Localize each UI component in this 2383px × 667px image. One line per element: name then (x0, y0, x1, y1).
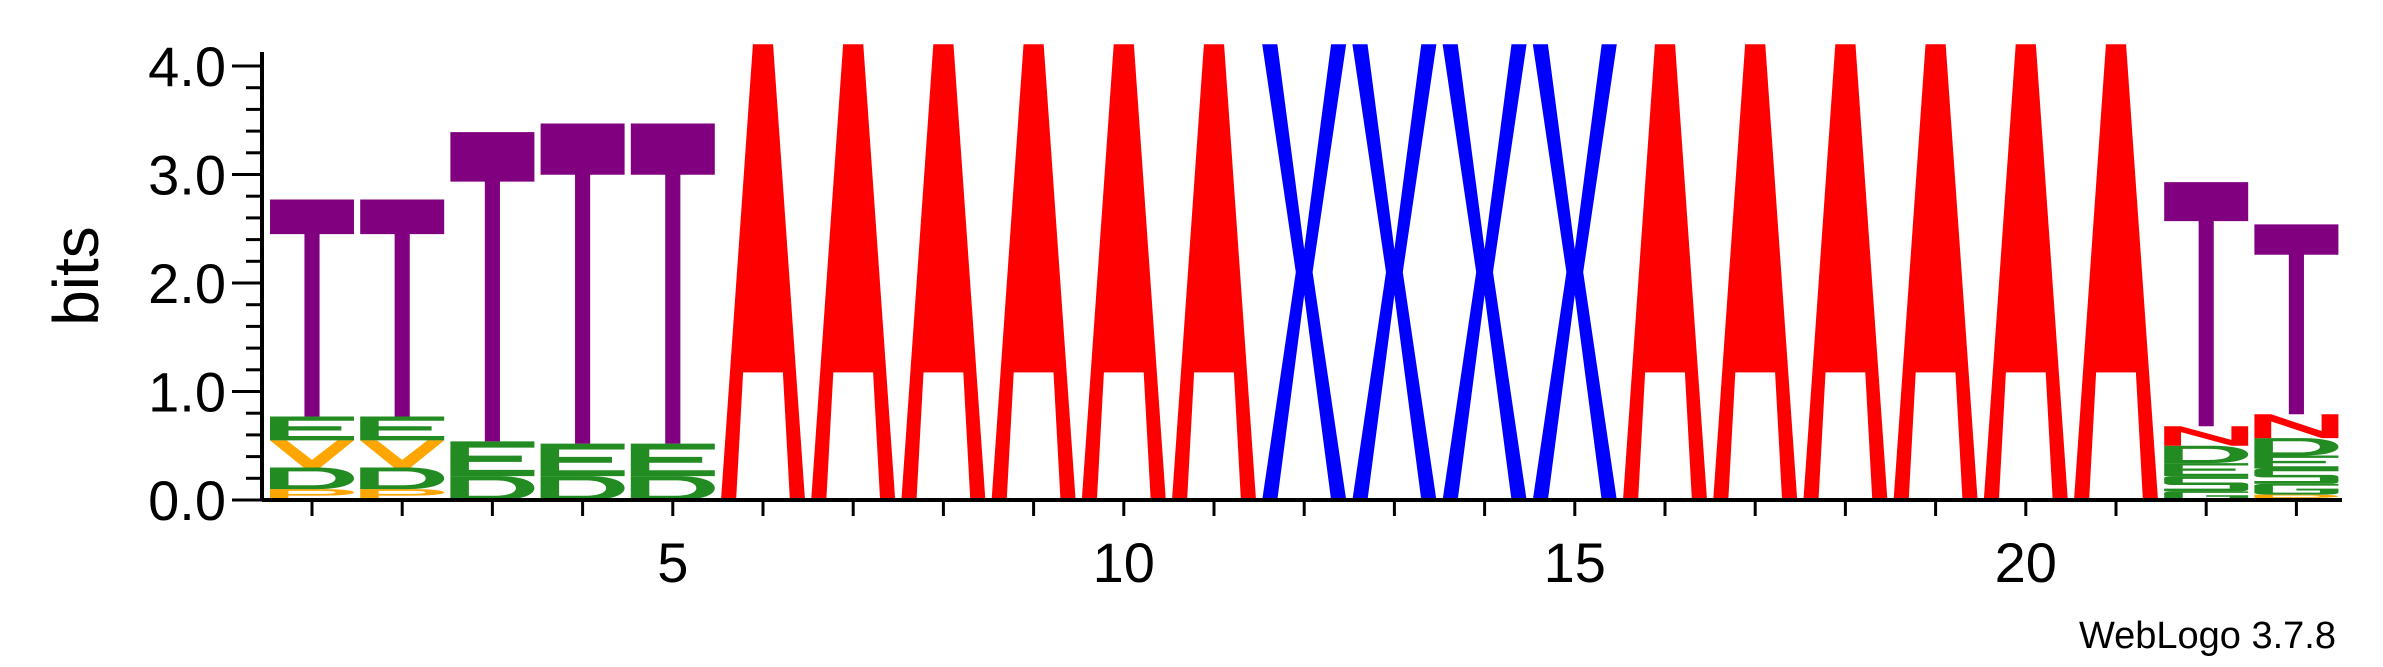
glyph-E-pos-22 (2164, 463, 2248, 476)
glyph-D-pos-1 (270, 467, 354, 489)
glyph-A-pos-7 (811, 44, 895, 500)
glyph-X-pos-15 (1533, 44, 1617, 500)
glyph-A-pos-6 (721, 44, 805, 500)
glyph-A-pos-19 (1894, 44, 1978, 500)
glyph-V-pos-2 (360, 440, 444, 467)
glyph-E-pos-3 (450, 441, 534, 476)
x-axis-ticks: 5 10 15 20 (312, 500, 2296, 594)
glyph-N-pos-23 (2254, 414, 2338, 438)
glyph-E-pos-4 (541, 444, 625, 477)
glyph-A-pos-21 (2074, 44, 2158, 500)
glyph-T-pos-1 (270, 199, 354, 416)
glyph-S-pos-23 (2254, 469, 2338, 484)
x-tick-label: 10 (1093, 531, 1155, 594)
glyph-D-pos-4 (541, 476, 625, 500)
x-tick-label: 20 (1995, 531, 2057, 594)
glyph-A-pos-11 (1172, 44, 1256, 500)
glyph-T-pos-5 (631, 124, 715, 444)
y-axis-title: bits (40, 226, 112, 326)
glyph-T-pos-3 (450, 132, 534, 441)
y-tick-label: 1.0 (148, 361, 226, 424)
y-axis-ticks: 0.0 1.0 2.0 3.0 4.0 (148, 35, 262, 532)
y-tick-label: 0.0 (148, 469, 226, 532)
glyph-X-pos-13 (1352, 44, 1436, 500)
x-tick-label: 15 (1544, 531, 1606, 594)
glyph-D-pos-3 (450, 476, 534, 500)
glyph-E-pos-1 (270, 416, 354, 440)
glyph-A-pos-8 (901, 44, 985, 500)
y-tick-label: 4.0 (148, 35, 226, 98)
weblogo-credit: WebLogo 3.7.8 (2079, 615, 2336, 657)
glyph-T-pos-22 (2164, 182, 2248, 426)
glyph-A-pos-20 (1984, 44, 2068, 500)
glyph-D-pos-23 (2254, 438, 2338, 455)
glyph-A-pos-17 (1713, 44, 1797, 500)
glyph-D-pos-5 (631, 476, 715, 500)
y-tick-label: 3.0 (148, 144, 226, 207)
glyph-D-pos-22 (2164, 446, 2248, 463)
glyph-X-pos-12 (1262, 44, 1346, 500)
logo-glyph-stacks (270, 44, 2338, 500)
glyph-T-pos-4 (541, 124, 625, 444)
glyph-T-pos-23 (2254, 224, 2338, 414)
glyph-E-pos-23 (2254, 456, 2338, 469)
glyph-X-pos-14 (1443, 44, 1527, 500)
glyph-E-pos-5 (631, 444, 715, 477)
glyph-A-pos-16 (1623, 44, 1707, 500)
glyph-V-pos-1 (270, 440, 354, 467)
glyph-A-pos-9 (992, 44, 1076, 500)
glyph-D-pos-2 (360, 467, 444, 489)
glyph-A-pos-10 (1082, 44, 1166, 500)
glyph-G-pos-23 (2254, 484, 2338, 495)
glyph-E-pos-2 (360, 416, 444, 440)
y-tick-label: 2.0 (148, 252, 226, 315)
x-tick-label: 5 (657, 531, 688, 594)
glyph-T-pos-2 (360, 199, 444, 416)
glyph-N-pos-22 (2164, 426, 2248, 446)
glyph-A-pos-18 (1803, 44, 1887, 500)
glyph-S-pos-22 (2164, 476, 2248, 491)
